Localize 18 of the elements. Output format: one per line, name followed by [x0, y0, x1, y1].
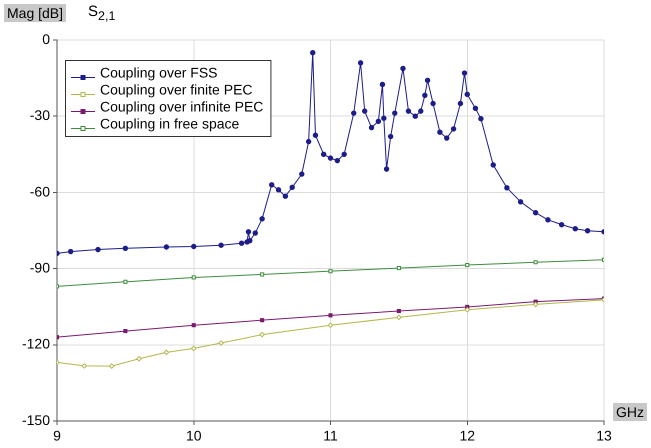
y-tick-label: -30	[30, 107, 50, 124]
chart-title: S$_{2,1}$	[88, 3, 116, 23]
legend-label: Coupling over infinite PEC	[100, 98, 264, 114]
y-tick-label: -90	[30, 259, 50, 276]
y-tick-label: 0	[42, 30, 50, 47]
x-tick-label: 11	[323, 427, 338, 444]
x-tick-label: 9	[53, 427, 62, 444]
y-tick-label: -120	[22, 336, 50, 352]
x-tick-label: 12	[459, 427, 476, 444]
y-axis-title: Mag [dB]	[4, 4, 66, 22]
legend-label: Coupling over finite PEC	[100, 81, 253, 98]
y-tick-label: -60	[30, 183, 50, 200]
legend-label: Coupling over FSS	[100, 64, 218, 80]
x-axis-title: GHz	[613, 403, 647, 421]
x-tick-label: 10	[186, 427, 202, 444]
y-tick-label: -150	[22, 412, 50, 428]
x-tick-label: 13	[596, 427, 612, 444]
legend-label: Coupling in free space	[100, 115, 240, 132]
